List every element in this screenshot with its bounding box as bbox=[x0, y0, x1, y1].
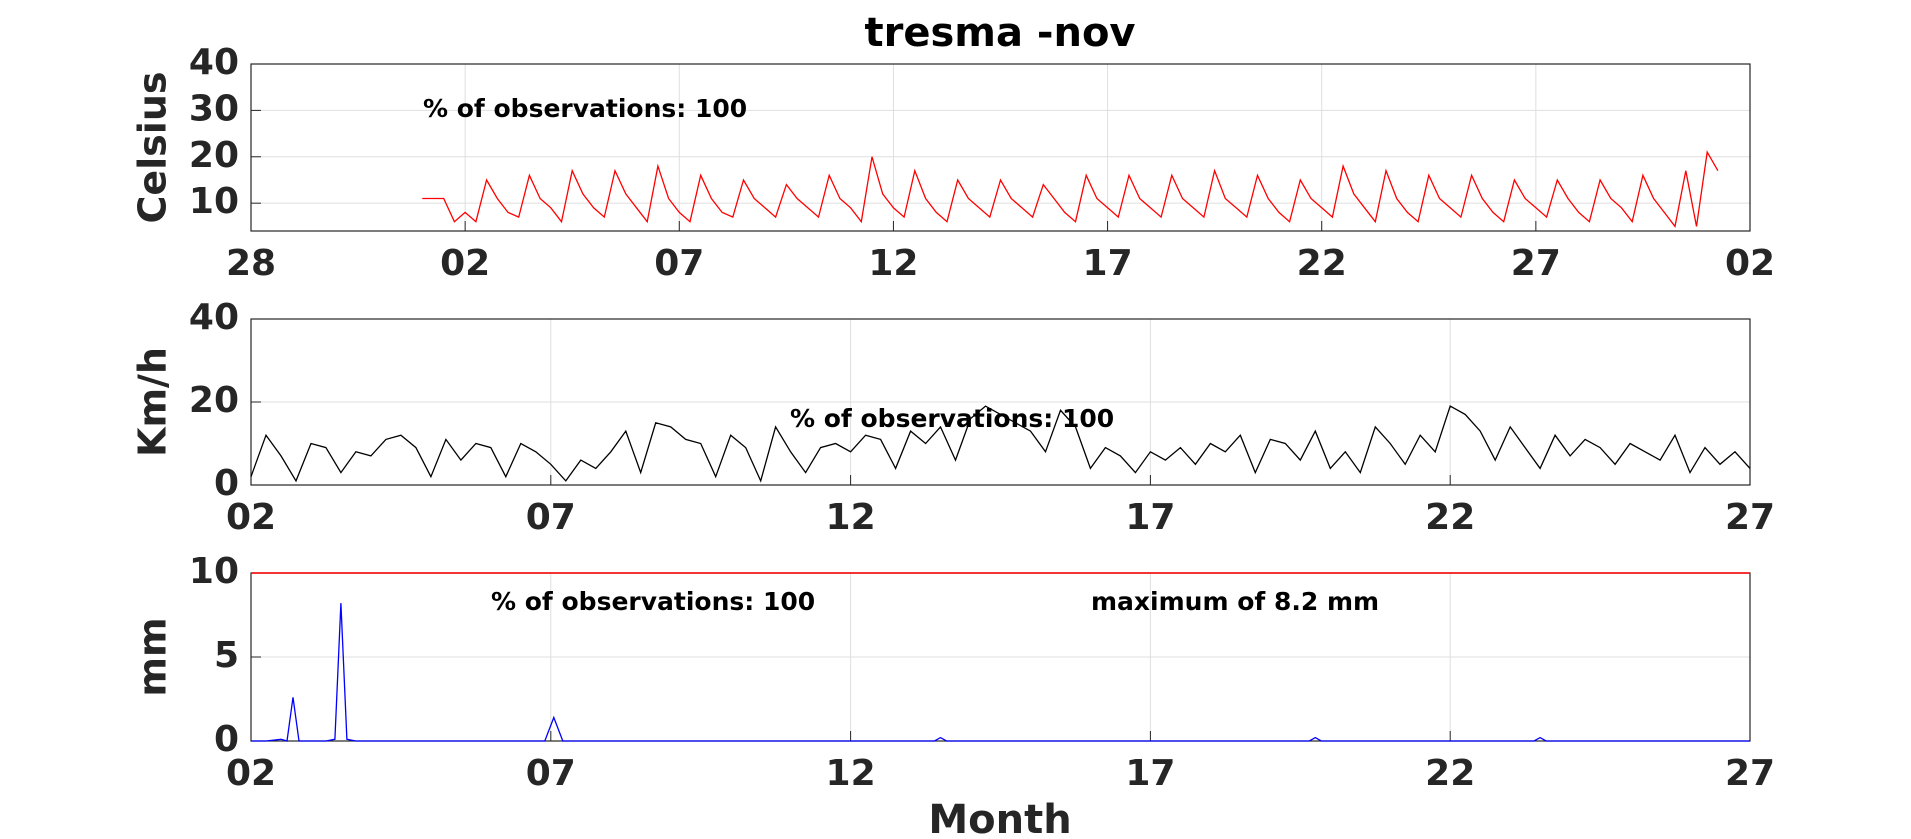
x-tick-label: 17 bbox=[1125, 497, 1175, 538]
axes-frame bbox=[250, 318, 1751, 486]
y-tick-label: 10 bbox=[189, 551, 239, 592]
x-axis-label: Month bbox=[928, 797, 1071, 839]
y-tick-label: 40 bbox=[189, 297, 239, 338]
x-tick-label: 07 bbox=[654, 243, 704, 284]
x-tick-label: 22 bbox=[1425, 497, 1475, 538]
x-tick-label: 22 bbox=[1297, 243, 1347, 284]
x-tick-label: 02 bbox=[226, 497, 276, 538]
data-line bbox=[250, 405, 1751, 483]
x-tick-label: 12 bbox=[826, 497, 876, 538]
x-tick-label: 02 bbox=[226, 753, 276, 794]
axes-frame bbox=[250, 63, 1751, 232]
y-tick-label: 10 bbox=[189, 181, 239, 222]
annotation: % of observations: 100 bbox=[790, 404, 1114, 433]
x-tick-label: 02 bbox=[1725, 243, 1775, 284]
y-tick-label: 0 bbox=[214, 719, 239, 760]
x-tick-label: 17 bbox=[1083, 243, 1133, 284]
y-tick-label: 20 bbox=[189, 380, 239, 421]
y-axis-label: Celsius bbox=[131, 72, 175, 224]
y-axis-label: mm bbox=[131, 617, 175, 696]
x-tick-label: 27 bbox=[1511, 243, 1561, 284]
y-tick-label: 20 bbox=[189, 135, 239, 176]
annotation: maximum of 8.2 mm bbox=[1091, 587, 1379, 616]
x-tick-label: 07 bbox=[526, 753, 576, 794]
y-axis-label: Km/h bbox=[131, 347, 175, 457]
x-tick-label: 07 bbox=[526, 497, 576, 538]
annotation: % of observations: 100 bbox=[491, 587, 815, 616]
x-tick-label: 28 bbox=[226, 243, 276, 284]
y-tick-label: 30 bbox=[189, 88, 239, 129]
x-tick-label: 22 bbox=[1425, 753, 1475, 794]
x-tick-label: 12 bbox=[826, 753, 876, 794]
x-tick-label: 27 bbox=[1725, 753, 1775, 794]
x-tick-label: 17 bbox=[1125, 753, 1175, 794]
x-tick-label: 27 bbox=[1725, 497, 1775, 538]
x-tick-label: 02 bbox=[440, 243, 490, 284]
data-line bbox=[251, 603, 1750, 742]
y-tick-label: 40 bbox=[189, 42, 239, 83]
annotation: % of observations: 100 bbox=[423, 94, 747, 123]
data-line bbox=[422, 150, 1719, 228]
y-tick-label: 0 bbox=[214, 463, 239, 504]
title: tresma -nov bbox=[864, 10, 1135, 56]
y-tick-label: 5 bbox=[214, 635, 239, 676]
x-tick-label: 12 bbox=[868, 243, 918, 284]
plot-area bbox=[251, 64, 1750, 231]
